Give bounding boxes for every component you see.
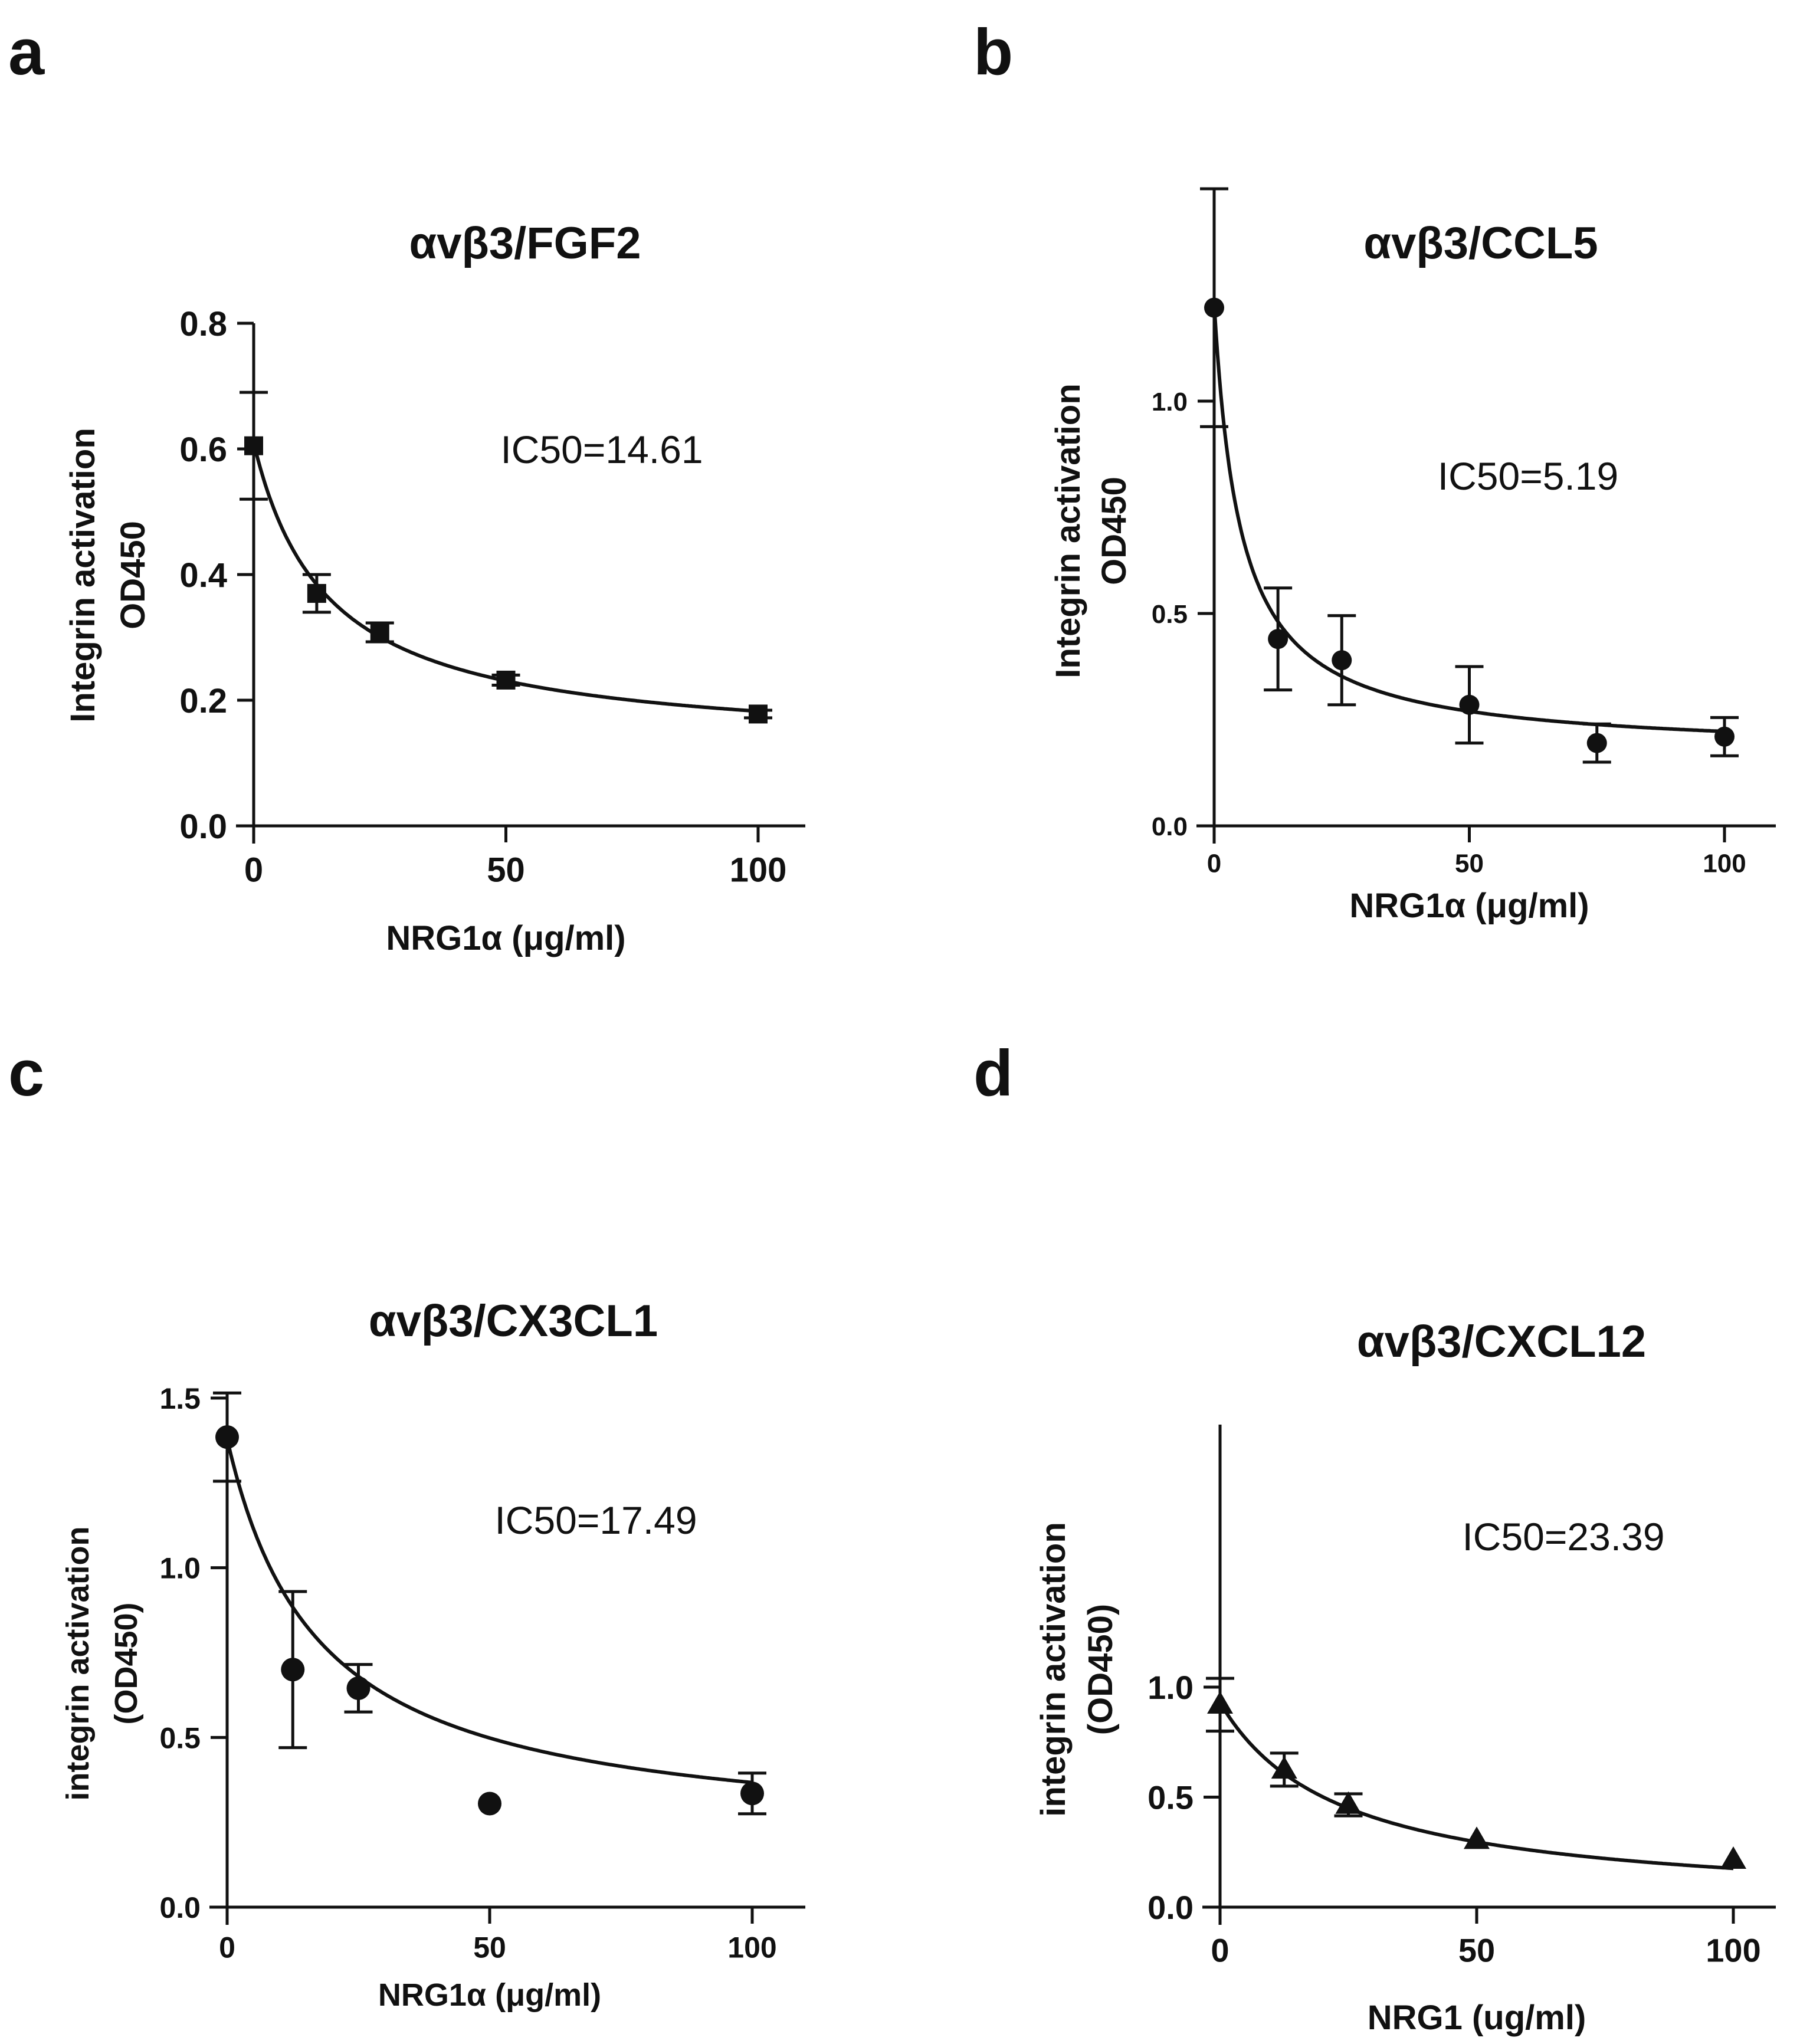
data-point	[496, 670, 516, 690]
chart-title: αvβ3/FGF2	[409, 218, 641, 268]
x-tick-label: 0	[1207, 849, 1221, 878]
y-tick-label: 0.0	[179, 808, 227, 846]
x-tick-label: 0	[244, 851, 263, 890]
chart-title: αvβ3/CX3CL1	[369, 1296, 658, 1346]
y-axis-label-line2: OD450	[114, 521, 152, 629]
x-tick-label: 100	[730, 851, 787, 890]
data-point	[1335, 1791, 1362, 1814]
y-axis-label-line1: integrin activation	[60, 1526, 96, 1800]
y-tick-label: 0.8	[179, 305, 227, 343]
x-axis-label: NRG1α (μg/ml)	[386, 919, 625, 957]
x-tick-label: 100	[1706, 1931, 1760, 1968]
ic50-annotation: IC50=17.49	[494, 1498, 697, 1542]
y-tick-label: 0.0	[159, 1891, 201, 1924]
data-point	[740, 1781, 764, 1806]
data-point	[1204, 297, 1224, 318]
x-axis-label: NRG1α (μg/ml)	[378, 1977, 601, 2013]
chart-a: αvβ3/FGF2 0.0 0.2 0.4 0.6 0.8 0 50 100 NRG1α (μg/…	[64, 218, 805, 957]
y-tick-label: 1.0	[1152, 388, 1188, 416]
y-axis-label-line2: (OD450)	[109, 1602, 144, 1724]
data-point	[1459, 694, 1480, 715]
y-tick-label: 0.5	[159, 1721, 201, 1754]
chart-d: αvβ3/CXCL12 0.0 0.5 1.0 0 50 100 NRG1 (ug/ml) in…	[1034, 1317, 1776, 2037]
x-axis-label: NRG1α (μg/ml)	[1349, 887, 1589, 925]
y-tick-label: 1.5	[159, 1382, 201, 1415]
data-point	[1332, 650, 1352, 671]
x-tick-label: 50	[1455, 849, 1484, 878]
y-tick-label: 0.2	[179, 682, 227, 720]
panel-letter-b: b	[973, 16, 1014, 88]
x-tick-label: 100	[1703, 849, 1746, 878]
panel-letter-c: c	[8, 1037, 45, 1110]
chart-c: αvβ3/CX3CL1 0.0 0.5 1.0 1.5 0 50 100 NRG1α (μg/m…	[60, 1296, 805, 2013]
data-point	[281, 1658, 305, 1682]
data-point	[1464, 1826, 1490, 1849]
y-axis-label-line1: Integrin activation	[64, 428, 102, 723]
data-point	[749, 704, 768, 724]
x-tick-label: 100	[727, 1931, 776, 1964]
ic50-annotation: IC50=23.39	[1462, 1515, 1664, 1559]
data-point	[1207, 1691, 1233, 1714]
panel-letter-a: a	[8, 16, 45, 88]
y-tick-label: 0.6	[179, 431, 227, 469]
ic50-annotation: IC50=5.19	[1438, 454, 1618, 498]
y-axis-label-line2: (OD450)	[1081, 1604, 1120, 1735]
x-tick-label: 50	[487, 851, 525, 890]
data-point	[307, 583, 326, 603]
y-tick-label: 1.0	[159, 1552, 201, 1585]
data-point	[1714, 726, 1735, 747]
data-point	[244, 436, 263, 455]
x-tick-label: 50	[473, 1931, 506, 1964]
y-tick-label: 0.0	[1147, 1889, 1194, 1926]
chart-title: αvβ3/CXCL12	[1357, 1317, 1646, 1367]
y-tick-label: 0.4	[179, 556, 227, 595]
y-axis-label-line1: integrin activation	[1034, 1522, 1073, 1817]
panel-letter-d: d	[973, 1037, 1014, 1110]
data-point	[1720, 1846, 1746, 1869]
y-tick-label: 0.5	[1147, 1779, 1194, 1816]
data-point	[370, 622, 389, 642]
y-tick-label: 0.0	[1152, 812, 1188, 841]
data-point	[1268, 629, 1288, 649]
y-tick-label: 0.5	[1152, 600, 1188, 629]
x-axis-label: NRG1 (ug/ml)	[1368, 1999, 1586, 2037]
data-point	[478, 1792, 501, 1816]
ic50-annotation: IC50=14.61	[500, 428, 703, 471]
x-tick-label: 0	[219, 1931, 235, 1964]
data-point	[346, 1676, 371, 1700]
chart-title: αvβ3/CCL5	[1363, 218, 1598, 268]
y-axis-label-line2: OD450	[1095, 477, 1133, 585]
x-tick-label: 0	[1211, 1931, 1229, 1968]
x-tick-label: 50	[1458, 1931, 1495, 1968]
chart-b: αvβ3/CCL5 0.0 0.5 1.0 0 50 100 NRG1α (μg/ml) Int…	[1049, 187, 1776, 925]
data-point	[1271, 1756, 1297, 1779]
y-axis-label-line1: Integrin activation	[1049, 383, 1087, 678]
data-point	[215, 1425, 239, 1449]
data-point	[1586, 733, 1607, 753]
y-tick-label: 1.0	[1147, 1669, 1194, 1706]
fit-curve	[225, 1438, 753, 1784]
